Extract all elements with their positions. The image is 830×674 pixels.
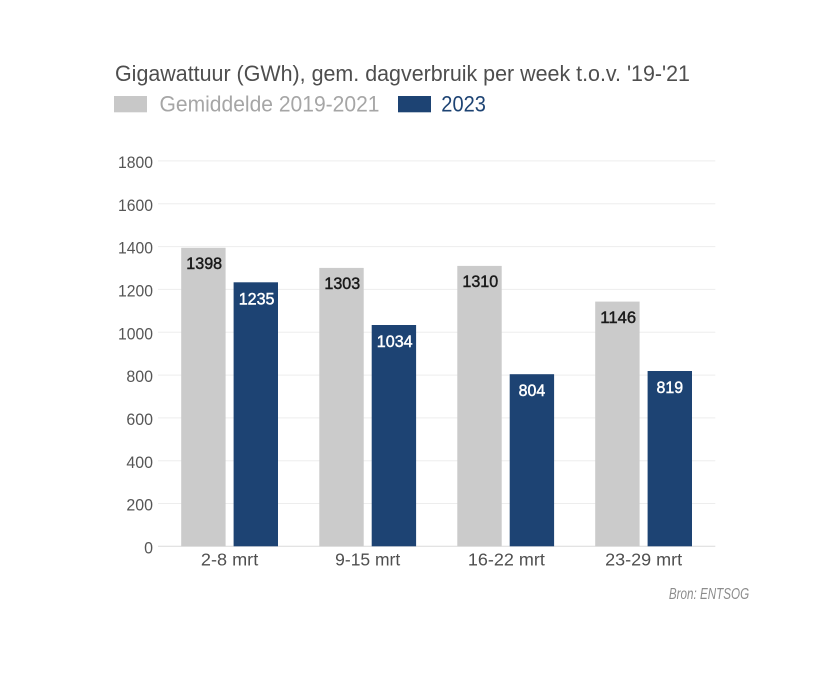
svg-text:2023: 2023: [441, 92, 486, 117]
svg-text:1146: 1146: [600, 308, 636, 327]
svg-text:0: 0: [144, 538, 153, 557]
svg-text:1398: 1398: [186, 254, 222, 273]
svg-text:1303: 1303: [324, 274, 360, 293]
svg-text:2-8 mrt: 2-8 mrt: [201, 550, 259, 570]
svg-text:16-22 mrt: 16-22 mrt: [468, 550, 545, 570]
svg-text:1800: 1800: [118, 153, 153, 172]
svg-text:1034: 1034: [377, 332, 413, 351]
svg-text:Bron: ENTSOG: Bron: ENTSOG: [669, 586, 749, 603]
svg-text:23-29 mrt: 23-29 mrt: [605, 550, 682, 570]
svg-text:1000: 1000: [118, 324, 153, 343]
svg-text:800: 800: [126, 367, 153, 386]
svg-text:1235: 1235: [239, 289, 275, 308]
svg-text:1200: 1200: [118, 282, 153, 301]
svg-text:1310: 1310: [462, 272, 498, 291]
svg-text:Gemiddelde 2019-2021: Gemiddelde 2019-2021: [160, 92, 380, 117]
svg-text:804: 804: [519, 381, 546, 400]
svg-text:1400: 1400: [118, 239, 153, 258]
svg-text:600: 600: [126, 410, 153, 429]
svg-text:Gigawattuur (GWh), gem. dagver: Gigawattuur (GWh), gem. dagverbruik per …: [115, 61, 690, 86]
svg-text:200: 200: [126, 496, 153, 515]
svg-text:9-15 mrt: 9-15 mrt: [335, 550, 400, 570]
svg-text:400: 400: [126, 453, 153, 472]
svg-text:819: 819: [657, 378, 684, 397]
svg-text:1600: 1600: [118, 196, 153, 215]
